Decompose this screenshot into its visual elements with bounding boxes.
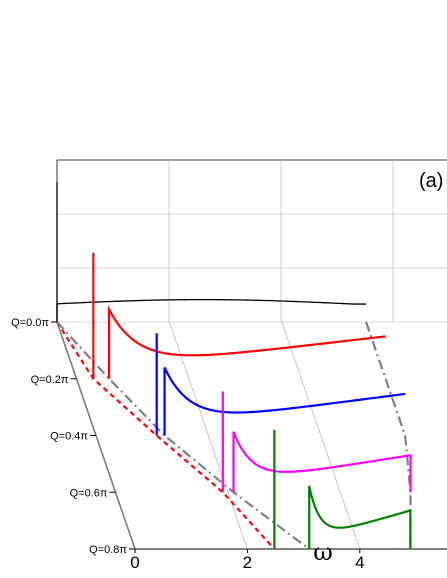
continuum-curve: [308, 485, 412, 549]
floor-gridline: [95, 435, 116, 493]
x-axis-title: ω: [313, 538, 333, 566]
series-q0.2: [92, 252, 386, 379]
continuum-curve: [232, 431, 412, 493]
floor-gridline: [76, 378, 97, 436]
continuum-curve: [107, 305, 386, 379]
floor-gridline: [208, 435, 229, 493]
q-tick-label: Q=0.8π: [89, 544, 127, 556]
q-tick-label: Q=0.0π: [11, 317, 49, 329]
series-q0.8: [273, 430, 412, 549]
x-tick-label: 4: [355, 553, 364, 572]
x-tick-label: 2: [243, 553, 252, 572]
floor-gridline: [339, 492, 361, 550]
continuum-curve: [56, 298, 367, 322]
q-tick-label: Q=0.2π: [31, 374, 69, 386]
series-q0.6: [221, 391, 412, 493]
panel-label: (a): [419, 170, 443, 192]
floor-gridline: [56, 321, 77, 379]
series-q0.4: [155, 333, 406, 436]
floor-gridline: [115, 492, 136, 550]
axis-labels: (a) ω: [313, 170, 443, 566]
floor-gridline: [300, 378, 322, 436]
boundary-lower: [56, 321, 276, 550]
floor-gridline: [188, 378, 209, 436]
floor-gridline: [227, 492, 248, 550]
floor-gridline: [281, 321, 302, 379]
continuum-curve: [163, 366, 406, 436]
series-group: [56, 182, 412, 549]
series-q0: [56, 182, 367, 322]
floor-axes: Q=0.0π Q=0.2π Q=0.4π Q=0.6π Q=0.8π0 2 4: [11, 317, 447, 572]
floor-gridline: [169, 321, 190, 379]
q-tick-label: Q=0.4π: [50, 431, 88, 443]
x-tick-label: 0: [130, 553, 139, 572]
boundary-continuum-high: [365, 321, 412, 550]
floor-gridline: [320, 435, 341, 493]
q-tick-label: Q=0.6π: [70, 487, 108, 499]
back-wall-grid: [56, 159, 447, 323]
